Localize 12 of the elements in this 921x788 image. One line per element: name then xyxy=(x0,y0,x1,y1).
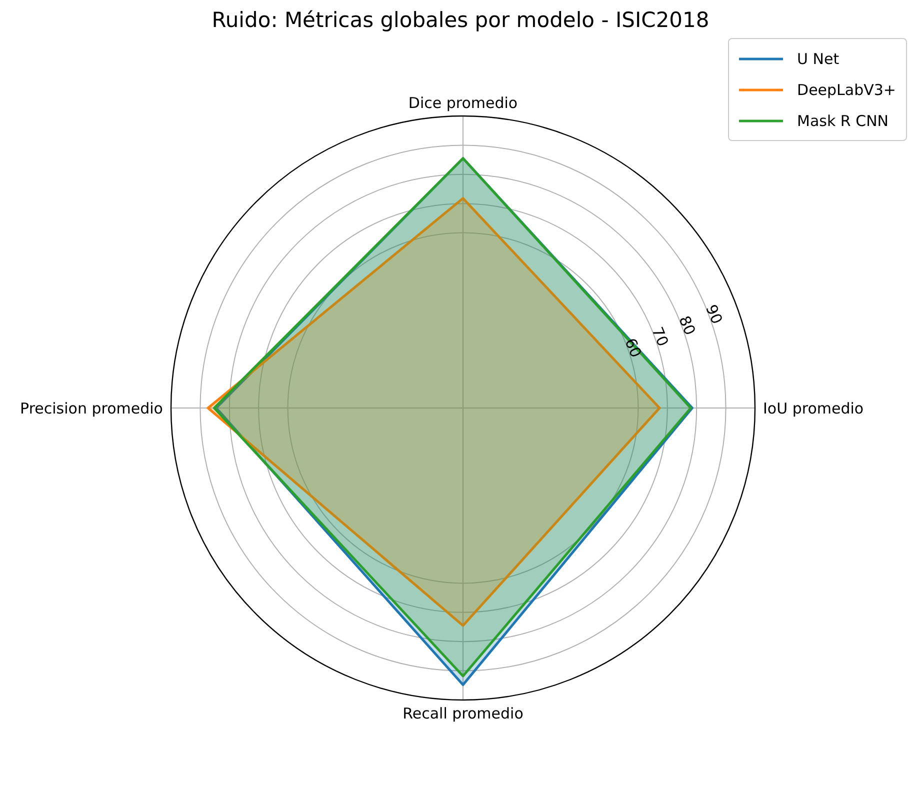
spoke-label: IoU promedio xyxy=(763,399,864,418)
legend-label: DeepLabV3+ xyxy=(797,80,896,98)
legend-label: U Net xyxy=(797,50,840,68)
y-tick-label: 60 xyxy=(621,336,646,360)
spoke-label: Recall promedio xyxy=(402,704,524,723)
y-tick-label: 70 xyxy=(648,324,672,349)
chart-title: Ruido: Métricas globales por modelo - ISIC2018 xyxy=(210,8,710,32)
y-tick-label: 90 xyxy=(702,302,726,327)
y-tick-label: 80 xyxy=(675,313,700,338)
legend-label: Mask R CNN xyxy=(797,112,889,130)
spoke-label: Precision promedio xyxy=(20,399,163,418)
spoke-label: Dice promedio xyxy=(408,94,518,112)
